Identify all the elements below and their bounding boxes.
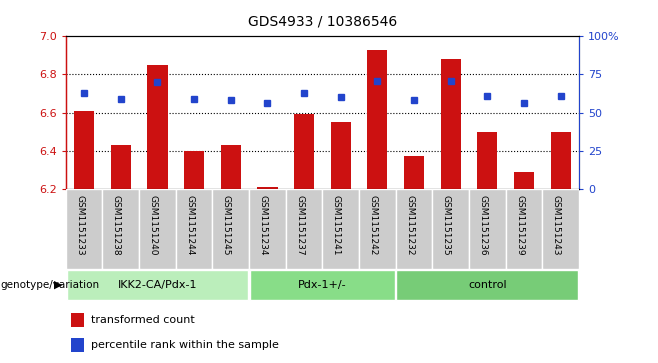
Bar bbox=[103, 189, 139, 269]
Text: percentile rank within the sample: percentile rank within the sample bbox=[91, 340, 280, 350]
Text: GSM1151237: GSM1151237 bbox=[295, 195, 304, 256]
Bar bbox=[286, 189, 322, 269]
Bar bbox=[514, 172, 534, 189]
Bar bbox=[66, 270, 248, 300]
Text: GSM1151243: GSM1151243 bbox=[551, 195, 561, 256]
Text: GSM1151242: GSM1151242 bbox=[368, 195, 378, 256]
Bar bbox=[250, 270, 395, 300]
Bar bbox=[249, 189, 286, 269]
Bar bbox=[74, 111, 94, 189]
Bar bbox=[469, 189, 506, 269]
Text: transformed count: transformed count bbox=[91, 315, 195, 325]
Bar bbox=[331, 122, 351, 189]
Bar bbox=[220, 145, 241, 189]
Text: GSM1151239: GSM1151239 bbox=[515, 195, 524, 256]
Bar bbox=[213, 189, 249, 269]
Bar bbox=[359, 189, 395, 269]
Bar bbox=[506, 189, 542, 269]
Bar bbox=[432, 189, 469, 269]
Bar bbox=[551, 132, 570, 189]
Bar bbox=[404, 156, 424, 189]
Text: IKK2-CA/Pdx-1: IKK2-CA/Pdx-1 bbox=[118, 280, 197, 290]
Bar bbox=[294, 114, 314, 189]
Text: GSM1151240: GSM1151240 bbox=[149, 195, 157, 256]
Text: Pdx-1+/-: Pdx-1+/- bbox=[298, 280, 347, 290]
Text: genotype/variation: genotype/variation bbox=[1, 280, 100, 290]
Text: GSM1151233: GSM1151233 bbox=[75, 195, 84, 256]
Bar bbox=[542, 189, 579, 269]
Bar bbox=[322, 189, 359, 269]
Text: GSM1151244: GSM1151244 bbox=[185, 195, 194, 256]
Bar bbox=[139, 189, 176, 269]
Bar bbox=[395, 189, 432, 269]
Text: control: control bbox=[468, 280, 507, 290]
Bar bbox=[184, 151, 204, 189]
Text: GSM1151234: GSM1151234 bbox=[259, 195, 267, 256]
Text: ▶: ▶ bbox=[54, 280, 63, 290]
Text: GSM1151232: GSM1151232 bbox=[405, 195, 414, 256]
Bar bbox=[441, 59, 461, 189]
Bar bbox=[147, 65, 168, 189]
Text: GSM1151241: GSM1151241 bbox=[332, 195, 341, 256]
Bar bbox=[71, 338, 84, 352]
Bar bbox=[176, 189, 213, 269]
Bar bbox=[71, 313, 84, 327]
Bar bbox=[397, 270, 578, 300]
Text: GSM1151238: GSM1151238 bbox=[112, 195, 121, 256]
Bar bbox=[477, 132, 497, 189]
Text: GSM1151236: GSM1151236 bbox=[478, 195, 488, 256]
Bar bbox=[66, 189, 103, 269]
Bar bbox=[111, 145, 131, 189]
Text: GDS4933 / 10386546: GDS4933 / 10386546 bbox=[248, 15, 397, 29]
Bar bbox=[257, 187, 278, 189]
Bar bbox=[367, 50, 388, 189]
Text: GSM1151235: GSM1151235 bbox=[442, 195, 451, 256]
Text: GSM1151245: GSM1151245 bbox=[222, 195, 231, 256]
